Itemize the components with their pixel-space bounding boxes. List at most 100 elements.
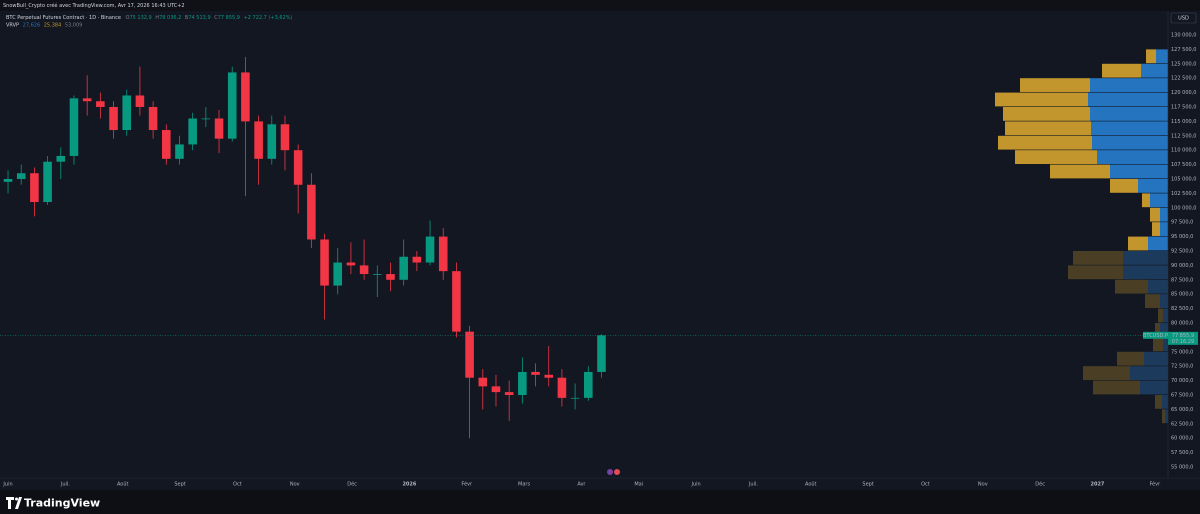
x-tick-label: Août (117, 481, 129, 488)
volume-up (1148, 236, 1168, 251)
candle-body (491, 386, 501, 393)
candle-body (109, 106, 118, 131)
volume-down (1068, 265, 1123, 280)
candle-body (267, 124, 277, 159)
event-icon[interactable] (607, 469, 613, 475)
volume-down (1073, 250, 1123, 265)
candle-body (3, 178, 13, 182)
candle-body (16, 173, 26, 179)
volume-down (1153, 337, 1163, 352)
volume-up (1130, 366, 1168, 380)
volume-down (1117, 351, 1144, 366)
bottom-bar (0, 490, 1200, 514)
candle-body (135, 95, 145, 107)
x-tick-label: Sept (862, 482, 873, 488)
candle-body (241, 72, 250, 122)
x-tick-label: Août (805, 481, 817, 488)
volume-down (1020, 78, 1090, 92)
volume-up (1144, 351, 1168, 366)
candle-body (214, 118, 224, 139)
ohlc-label: O (126, 15, 130, 21)
x-tick-label: 2027 (1091, 482, 1105, 488)
volume-up (1160, 294, 1168, 308)
candle-body (518, 371, 527, 395)
candle-body (333, 262, 343, 286)
volume-down (995, 92, 1088, 107)
y-tick-label: 120 000,0 (1171, 90, 1196, 96)
volume-down (1152, 222, 1160, 236)
candle-body (43, 161, 52, 203)
y-tick-label: 105 000,0 (1171, 176, 1196, 182)
volume-down (1142, 193, 1150, 208)
volume-down (1050, 164, 1110, 179)
volume-up (1123, 250, 1168, 265)
currency-button[interactable] (1170, 12, 1197, 24)
symbol-line: BTC Perpetual Futures Contract · 1D · Bi… (6, 15, 292, 21)
x-tick-label: Déc (347, 481, 357, 488)
volume-up (1090, 106, 1168, 121)
volume-down (1155, 322, 1160, 337)
y-tick-label: 90 000,0 (1171, 263, 1193, 269)
candle-body (161, 130, 171, 159)
volume-up (1091, 121, 1168, 136)
y-tick-label: 60 000,0 (1171, 436, 1193, 442)
x-tick-label: Mai (634, 482, 643, 488)
candle-body (320, 239, 329, 286)
candle-body (293, 150, 303, 185)
indicator-line: VRVP 27,626 25,384 53,009 (6, 22, 82, 28)
x-tick-label: Déc (1035, 481, 1045, 488)
y-tick-label: 110 000,0 (1171, 148, 1196, 154)
currency[interactable]: USD (1178, 16, 1189, 22)
y-tick-label: 80 000,0 (1171, 320, 1193, 326)
volume-down (1083, 366, 1130, 380)
candle-body (96, 101, 105, 107)
candle-body (531, 371, 540, 375)
y-tick-label: 65 000,0 (1171, 407, 1193, 413)
brand-logo (6, 497, 22, 509)
candle-body (82, 98, 92, 102)
indicator-total: 53,009 (65, 22, 83, 28)
y-tick-label: 127 500,0 (1171, 47, 1196, 53)
volume-down (1150, 207, 1160, 222)
y-tick-label: 75 000,0 (1171, 349, 1193, 355)
volume-up (1163, 308, 1168, 323)
volume-down (1115, 279, 1148, 294)
y-tick-label: 95 000,0 (1171, 234, 1193, 240)
volume-up (1097, 150, 1168, 164)
volume-up (1156, 49, 1168, 64)
candle-body (544, 374, 554, 378)
candle-body (148, 106, 158, 131)
candle-body (188, 118, 197, 145)
volume-down (1155, 394, 1162, 409)
change: +2 722,7 (+3,62%) (244, 15, 293, 21)
candle-body (280, 124, 290, 151)
top-bar (0, 0, 1200, 11)
volume-down (1128, 236, 1148, 251)
volume-up (1148, 279, 1168, 294)
indicator-name: VRVP (6, 22, 19, 28)
candle-body (465, 331, 474, 378)
x-tick-label: Nov (978, 482, 988, 488)
y-tick-label: 72 500,0 (1171, 364, 1193, 370)
x-tick-label: Oct (233, 482, 242, 488)
y-tick-label: 57 500,0 (1171, 450, 1193, 456)
countdown: 07:16:29 (1172, 339, 1194, 345)
y-tick-label: 55 000,0 (1171, 464, 1193, 470)
volume-up (1140, 380, 1168, 395)
volume-up (1160, 322, 1168, 337)
volume-up (1138, 178, 1168, 193)
candle-body (175, 144, 184, 159)
volume-down (1015, 150, 1097, 164)
y-tick-label: 85 000,0 (1171, 292, 1193, 298)
candle-body (254, 121, 263, 159)
volume-down (1158, 308, 1163, 323)
y-tick-label: 117 500,0 (1171, 104, 1196, 110)
event-icon[interactable] (614, 469, 620, 475)
candle-body (386, 274, 395, 280)
x-tick-label: Févr (461, 481, 473, 488)
symbol-tag (1143, 331, 1168, 339)
indicator-down: 25,384 (44, 22, 62, 28)
price-tag-label: 77 855,9 (1172, 333, 1194, 339)
ohlc-label: B (185, 15, 189, 21)
candle-body (359, 265, 369, 275)
